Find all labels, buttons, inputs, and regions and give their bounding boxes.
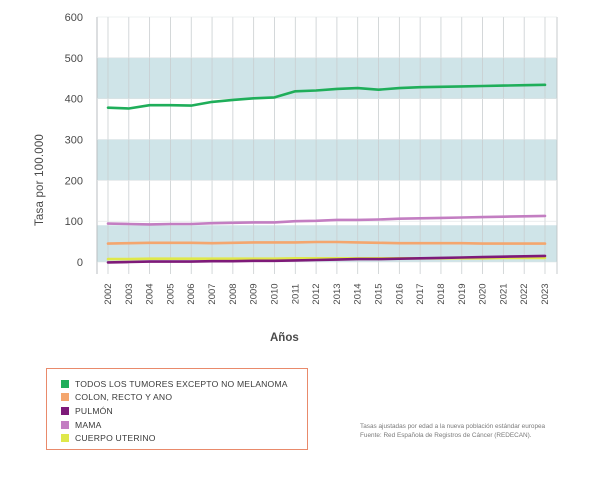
x-tick-label: 2018 bbox=[436, 283, 447, 304]
x-tick-label: 2011 bbox=[290, 284, 301, 304]
legend-item: TODOS LOS TUMORES EXCEPTO NO MELANOMA bbox=[61, 377, 307, 391]
x-tick-label: 2006 bbox=[186, 283, 197, 304]
x-tick-label: 2013 bbox=[332, 283, 343, 304]
x-tick-label: 2015 bbox=[374, 283, 385, 304]
x-tick-label: 2022 bbox=[519, 283, 530, 304]
x-tick-label: 2007 bbox=[207, 283, 218, 304]
y-axis-title-text: Tasa por 100.000 bbox=[34, 133, 46, 227]
line-chart: 0 100 200 300 400 500 600 2002 2003 2004 2005 2006… bbox=[65, 12, 558, 305]
x-tick-label: 2014 bbox=[353, 283, 364, 304]
legend-item: PULMÓN bbox=[61, 404, 307, 418]
x-axis-title: Años bbox=[270, 332, 299, 344]
legend-label: PULMÓN bbox=[75, 405, 113, 416]
chart-notes: Tasas ajustadas por edad a la nueva pobl… bbox=[360, 422, 545, 440]
legend-item: COLON, RECTO Y ANO bbox=[61, 391, 307, 405]
series-line bbox=[106, 214, 547, 226]
band bbox=[97, 139, 557, 181]
y-tick-label: 0 bbox=[77, 257, 83, 269]
legend-label: COLON, RECTO Y ANO bbox=[75, 392, 173, 403]
x-tick-label: 2003 bbox=[124, 283, 135, 304]
legend-swatch bbox=[61, 434, 69, 443]
note-source: Fuente: Red Española de Registros de Cán… bbox=[360, 432, 532, 439]
legend-item: CUERPO UTERINO bbox=[61, 431, 307, 445]
legend: TODOS LOS TUMORES EXCEPTO NO MELANOMA CO… bbox=[46, 368, 308, 450]
y-tick-label: 600 bbox=[65, 12, 83, 24]
x-tick-label: 2017 bbox=[415, 283, 426, 304]
legend-label: TODOS LOS TUMORES EXCEPTO NO MELANOMA bbox=[75, 378, 288, 389]
x-tick-label: 2005 bbox=[165, 283, 176, 304]
y-tick-label: 500 bbox=[65, 53, 83, 65]
y-tick-label: 200 bbox=[65, 175, 83, 187]
legend-swatch bbox=[61, 393, 69, 402]
x-tick-label: 2023 bbox=[540, 283, 551, 304]
legend-label: MAMA bbox=[75, 419, 102, 430]
legend-item: MAMA bbox=[61, 418, 307, 432]
series-line bbox=[106, 240, 547, 245]
y-tick-label: 100 bbox=[65, 216, 83, 228]
x-tick-label: 2012 bbox=[311, 283, 322, 304]
x-tick-label: 2002 bbox=[103, 283, 114, 304]
series-line bbox=[106, 83, 547, 110]
x-tick-label: 2008 bbox=[228, 283, 239, 304]
series-lines bbox=[106, 83, 547, 264]
x-tick-label: 2020 bbox=[478, 283, 489, 304]
y-tick-label: 400 bbox=[65, 94, 83, 106]
x-tick-label: 2010 bbox=[269, 283, 280, 304]
legend-swatch bbox=[61, 406, 69, 415]
y-tick-label: 300 bbox=[65, 135, 83, 147]
y-axis-title: Tasa por 100.000 bbox=[30, 134, 50, 226]
note-adjusted-rates: Tasas ajustadas por edad a la nueva pobl… bbox=[360, 423, 546, 430]
band bbox=[97, 57, 557, 99]
y-tick-labels: 0 100 200 300 400 500 600 bbox=[65, 12, 83, 269]
x-tick-label: 2009 bbox=[249, 283, 260, 304]
legend-swatch bbox=[61, 379, 69, 388]
x-tick-label: 2016 bbox=[394, 283, 405, 304]
grid-lines bbox=[96, 16, 558, 274]
legend-label: CUERPO UTERINO bbox=[75, 433, 156, 444]
legend-swatch bbox=[61, 420, 69, 429]
x-tick-labels: 2002 2003 2004 2005 2006 2007 2008 2009 2010 2011… bbox=[103, 283, 551, 304]
x-tick-label: 2019 bbox=[457, 283, 468, 304]
x-tick-label: 2004 bbox=[145, 283, 156, 304]
series-line bbox=[106, 254, 547, 264]
x-tick-label: 2021 bbox=[498, 283, 509, 304]
